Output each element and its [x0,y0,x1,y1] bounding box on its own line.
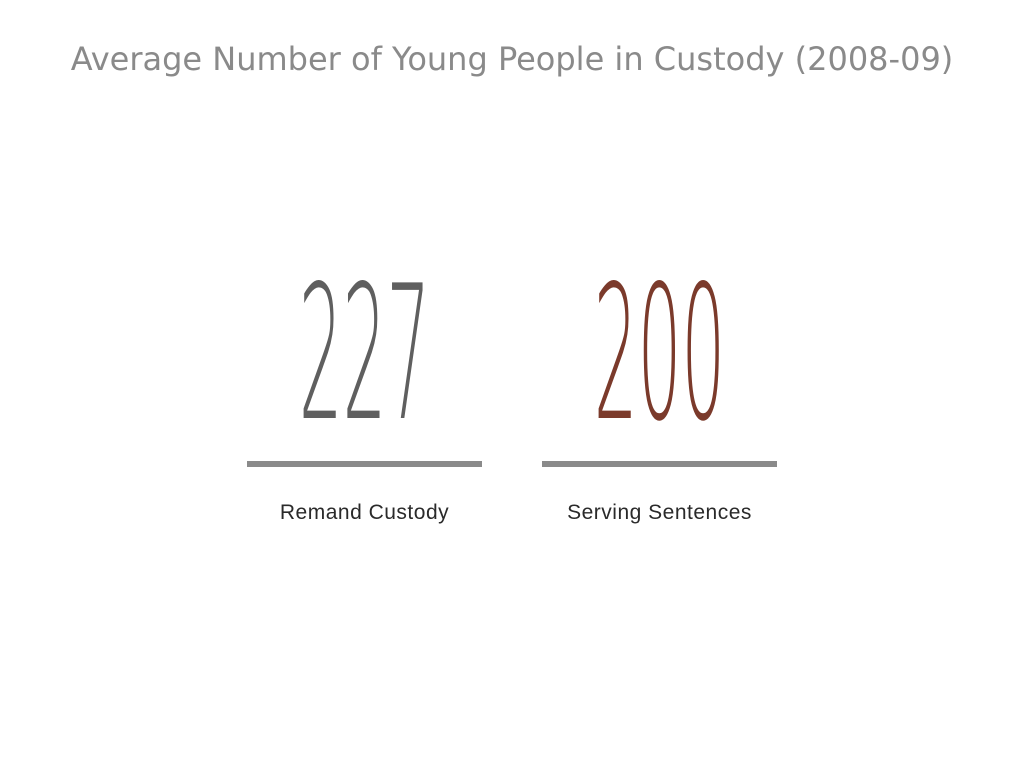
title: Average Number of Young People in Custod… [71,40,954,78]
stat-label: Remand Custody [280,501,449,524]
stat-number: 227 [299,247,430,463]
stat-number-group: 200 [594,247,725,463]
stat-number-group: 227 [299,247,430,463]
stat-number: 200 [594,247,725,463]
divider [542,461,777,467]
stat-label: Serving Sentences [567,501,752,524]
divider [247,461,482,467]
